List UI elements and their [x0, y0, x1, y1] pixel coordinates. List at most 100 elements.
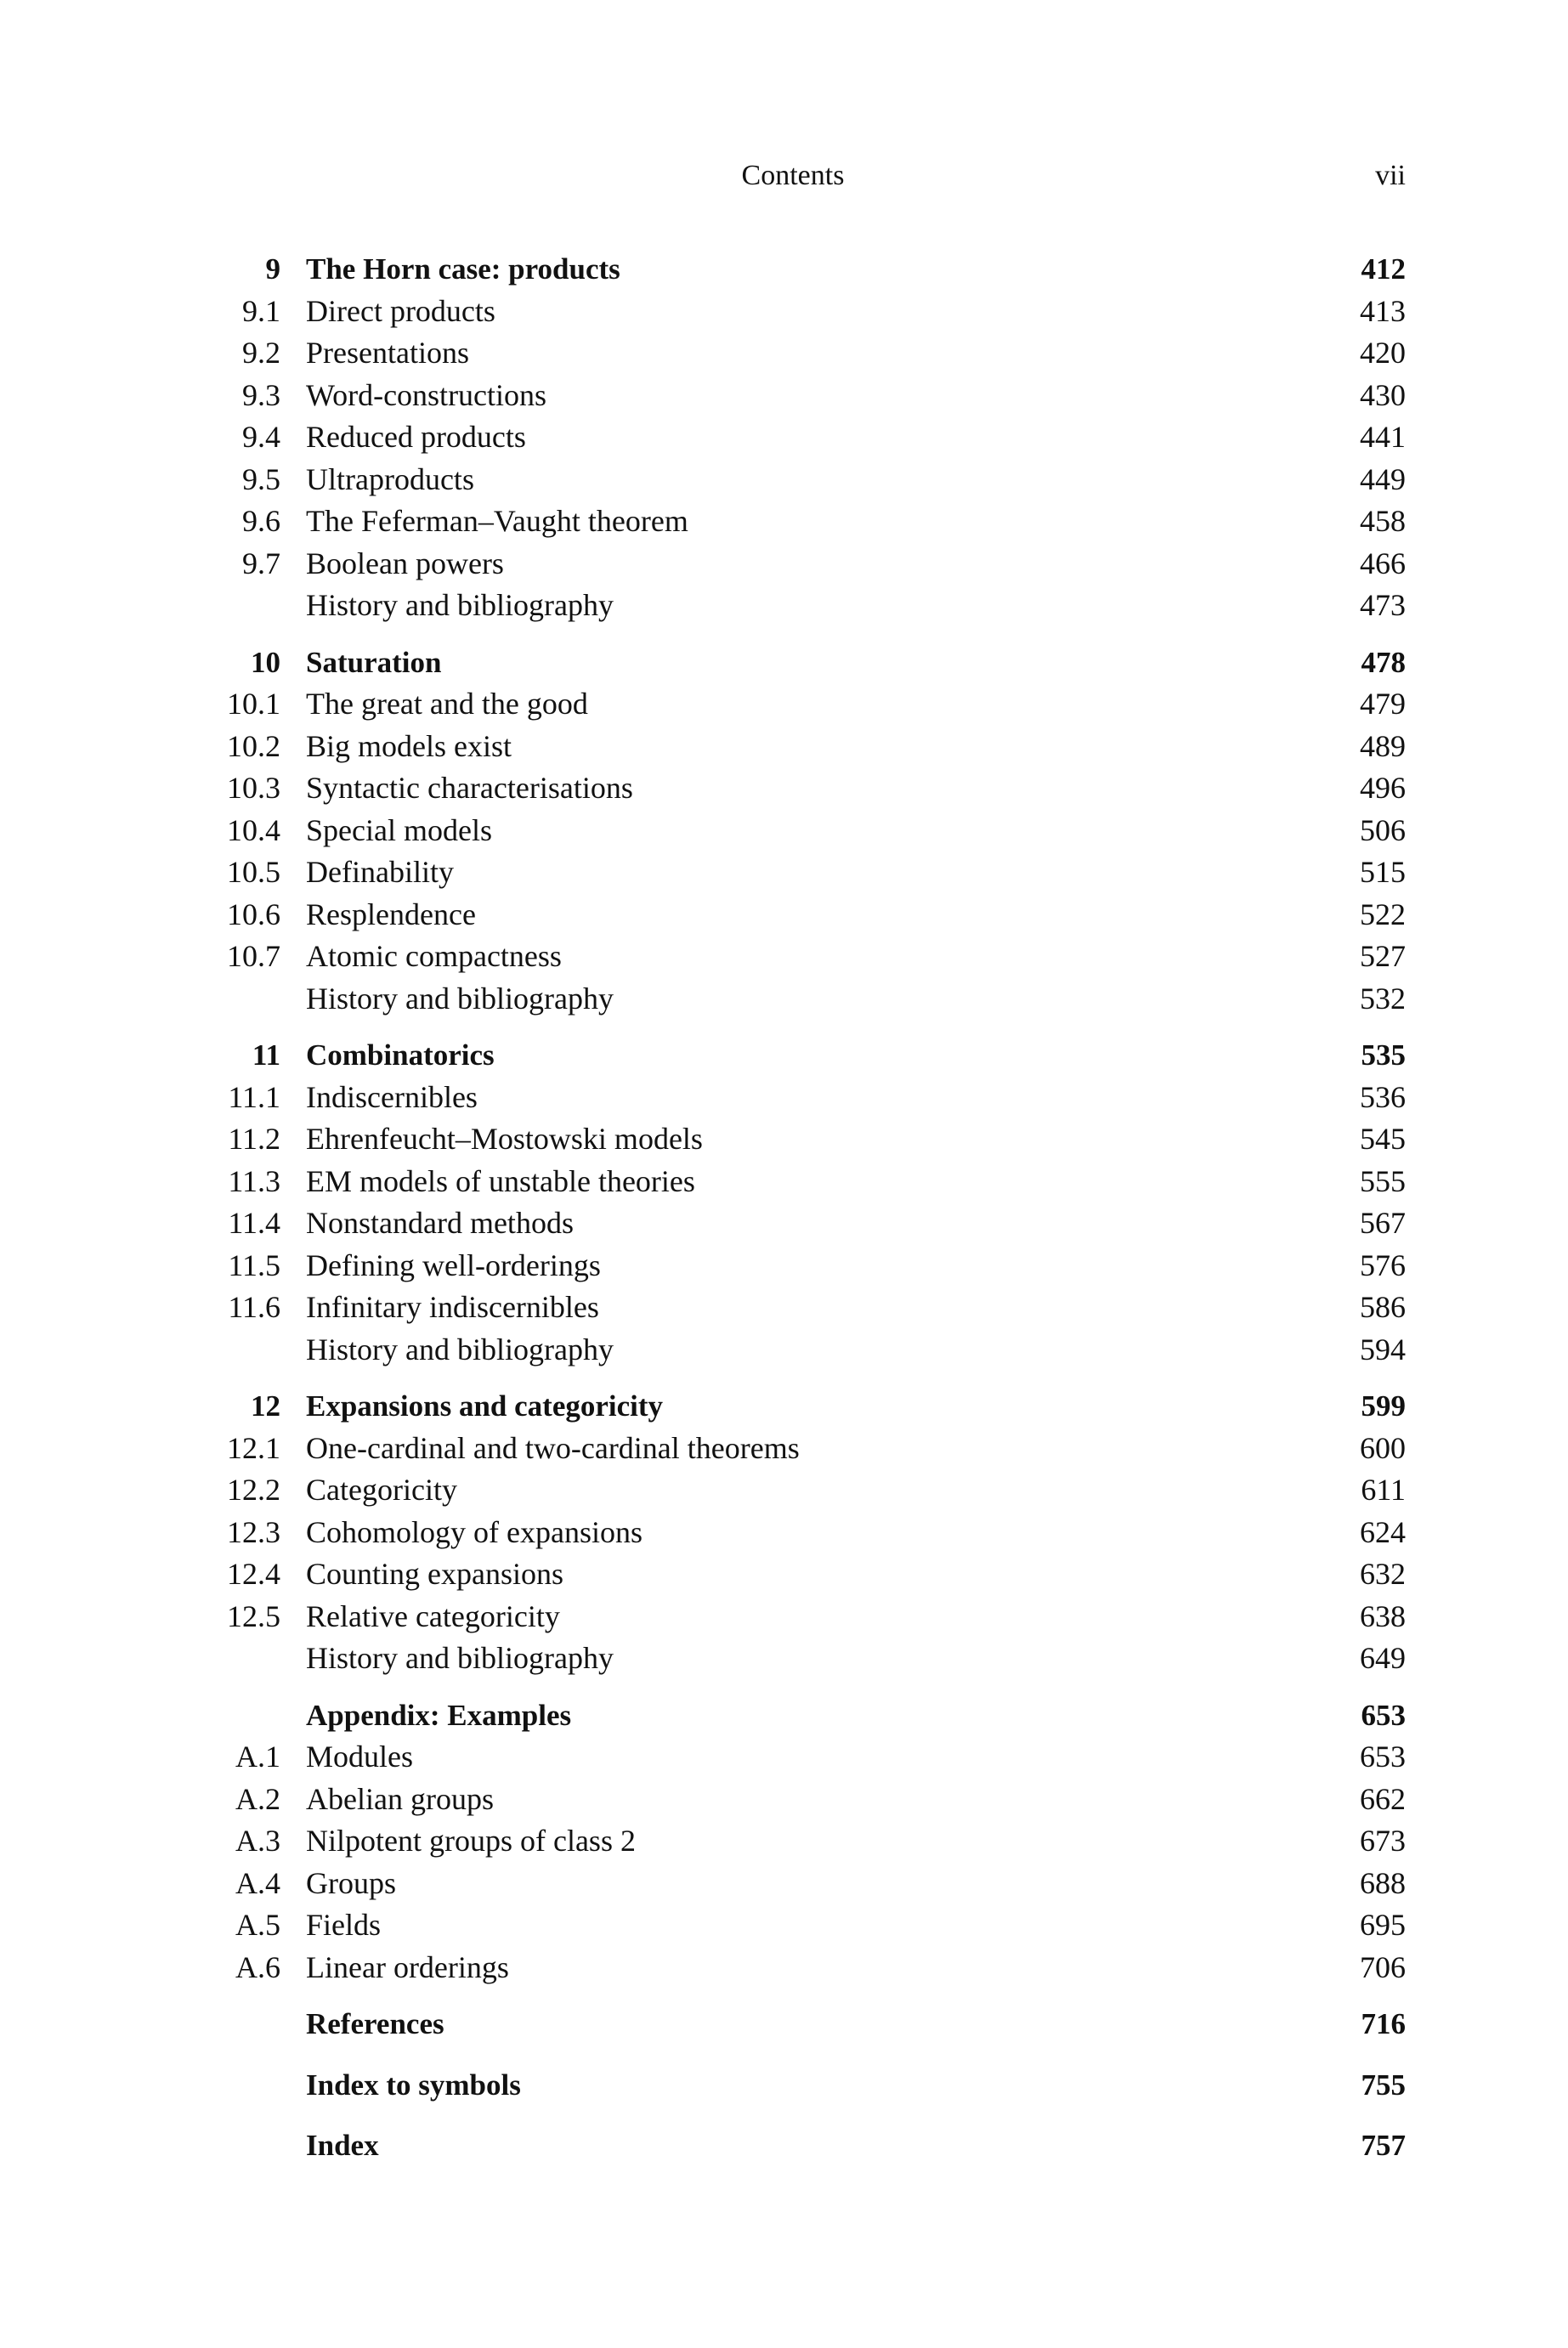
entry-page: 545: [1360, 1122, 1406, 1156]
entry-title: Combinatorics: [306, 1038, 495, 1072]
toc-entry[interactable]: A.3 Nilpotent groups of class 2 673: [0, 1820, 1568, 1863]
entry-title: Index to symbols: [306, 2068, 521, 2102]
toc-chapter-entry[interactable]: Index 757: [0, 2125, 1568, 2167]
toc-entry[interactable]: History and bibliography 532: [0, 978, 1568, 1021]
toc-entry[interactable]: 12.5 Relative categoricity 638: [0, 1596, 1568, 1638]
toc-entry[interactable]: 11.1 Indiscernibles 536: [0, 1077, 1568, 1119]
toc-entry[interactable]: 10.3 Syntactic characterisations 496: [0, 767, 1568, 810]
entry-title: The Feferman–Vaught theorem: [306, 504, 688, 538]
entry-page: 653: [1360, 1740, 1406, 1774]
entry-page: 611: [1361, 1473, 1406, 1507]
toc-entry[interactable]: History and bibliography 594: [0, 1329, 1568, 1372]
toc-chapter-entry[interactable]: 11 Combinatorics 535: [0, 1034, 1568, 1077]
entry-page: 662: [1360, 1781, 1406, 1816]
toc-entry[interactable]: 11.5 Defining well-orderings 576: [0, 1245, 1568, 1287]
entry-number: 12.1: [227, 1430, 280, 1465]
entry-number: A.5: [235, 1908, 280, 1942]
entry-title: Categoricity: [306, 1473, 457, 1507]
toc-entry[interactable]: 11.3 EM models of unstable theories 555: [0, 1161, 1568, 1203]
toc-entry[interactable]: A.5 Fields 695: [0, 1904, 1568, 1947]
toc-entry[interactable]: A.6 Linear orderings 706: [0, 1947, 1568, 1989]
toc-entry[interactable]: 9.6 The Feferman–Vaught theorem 458: [0, 501, 1568, 543]
entry-page: 420: [1360, 336, 1406, 370]
entry-title: EM models of unstable theories: [306, 1163, 695, 1198]
toc-entry[interactable]: 12.3 Cohomology of expansions 624: [0, 1512, 1568, 1554]
entry-title: The Horn case: products: [306, 252, 620, 286]
entry-page: 599: [1361, 1389, 1407, 1423]
entry-page: 757: [1361, 2129, 1407, 2162]
toc-chapter-entry[interactable]: References 716: [0, 2003, 1568, 2045]
entry-number: 11.2: [228, 1122, 280, 1156]
toc-entry[interactable]: 11.6 Infinitary indiscernibles 586: [0, 1287, 1568, 1329]
entry-number: 9.3: [242, 377, 280, 412]
entry-number: 10.4: [227, 812, 280, 847]
toc-chapter-entry[interactable]: 9 The Horn case: products 412: [0, 248, 1568, 291]
toc-section: 10 Saturation 478 10.1 The great and the goo…: [0, 642, 1568, 1021]
entry-number: 12.3: [227, 1514, 280, 1549]
toc-entry[interactable]: 9.2 Presentations 420: [0, 332, 1568, 375]
entry-number: 10.7: [227, 939, 280, 973]
toc-entry[interactable]: History and bibliography 649: [0, 1638, 1568, 1680]
toc-section: 9 The Horn case: products 412 9.1 Direct pro…: [0, 248, 1568, 627]
entry-title: Appendix: Examples: [306, 1698, 572, 1732]
entry-page: 532: [1360, 981, 1406, 1016]
toc-entry[interactable]: 10.1 The great and the good 479: [0, 683, 1568, 726]
entry-number: A.1: [235, 1740, 280, 1774]
toc-entry[interactable]: 12.2 Categoricity 611: [0, 1469, 1568, 1512]
toc-entry[interactable]: 11.4 Nonstandard methods 567: [0, 1202, 1568, 1245]
toc-entry[interactable]: A.4 Groups 688: [0, 1863, 1568, 1905]
entry-page: 632: [1360, 1557, 1406, 1591]
toc-entry[interactable]: 9.3 Word-constructions 430: [0, 375, 1568, 417]
toc-entry[interactable]: 11.2 Ehrenfeucht–Mostowski models 545: [0, 1118, 1568, 1161]
entry-page: 449: [1360, 461, 1406, 496]
entry-title: Infinitary indiscernibles: [306, 1290, 599, 1324]
page-number: vii: [1375, 160, 1406, 191]
entry-page: 594: [1360, 1332, 1406, 1366]
entry-number: 10.6: [227, 897, 280, 931]
entry-title: Counting expansions: [306, 1557, 563, 1591]
entry-page: 653: [1361, 1698, 1407, 1732]
toc-entry[interactable]: 12.1 One-cardinal and two-cardinal theore…: [0, 1428, 1568, 1470]
entry-title: Linear orderings: [306, 1949, 509, 1984]
toc-entry[interactable]: 9.4 Reduced products 441: [0, 416, 1568, 459]
entry-page: 473: [1360, 588, 1406, 622]
entry-title: Special models: [306, 812, 492, 847]
entry-page: 586: [1360, 1290, 1406, 1324]
toc-entry[interactable]: History and bibliography 473: [0, 585, 1568, 627]
toc-entry[interactable]: A.2 Abelian groups 662: [0, 1779, 1568, 1821]
entry-page: 458: [1360, 504, 1406, 538]
toc-entry[interactable]: A.1 Modules 653: [0, 1736, 1568, 1779]
toc-entry[interactable]: 10.7 Atomic compactness 527: [0, 936, 1568, 978]
toc-chapter-entry[interactable]: Index to symbols 755: [0, 2064, 1568, 2107]
entry-page: 479: [1360, 687, 1406, 721]
entry-title: Big models exist: [306, 728, 512, 763]
toc-entry[interactable]: 9.7 Boolean powers 466: [0, 543, 1568, 586]
toc-chapter-entry[interactable]: 10 Saturation 478: [0, 642, 1568, 684]
toc-section: 12 Expansions and categoricity 599 12.1 One-…: [0, 1385, 1568, 1680]
toc-chapter-entry[interactable]: 12 Expansions and categoricity 599: [0, 1385, 1568, 1428]
entry-number: 10.2: [227, 728, 280, 763]
entry-number: A.3: [235, 1824, 280, 1858]
toc-entry[interactable]: 10.6 Resplendence 522: [0, 894, 1568, 936]
entry-title: Defining well-orderings: [306, 1248, 601, 1282]
entry-page: 506: [1360, 812, 1406, 847]
toc-entry[interactable]: 9.5 Ultraproducts 449: [0, 459, 1568, 501]
toc-section: 11 Combinatorics 535 11.1 Indiscernibles 536 1…: [0, 1034, 1568, 1371]
running-title: Contents: [741, 160, 845, 191]
entry-page: 624: [1360, 1514, 1406, 1549]
toc-entry[interactable]: 10.2 Big models exist 489: [0, 726, 1568, 768]
entry-number: 9.5: [242, 461, 280, 496]
entry-number: 9.7: [242, 546, 280, 580]
entry-title: History and bibliography: [306, 1332, 614, 1366]
toc-chapter-entry[interactable]: Appendix: Examples 653: [0, 1695, 1568, 1737]
entry-number: 11.3: [228, 1163, 280, 1198]
toc-entry[interactable]: 12.4 Counting expansions 632: [0, 1553, 1568, 1596]
entry-title: Word-constructions: [306, 377, 547, 412]
toc-entry[interactable]: 10.4 Special models 506: [0, 810, 1568, 852]
entry-page: 755: [1361, 2068, 1407, 2102]
toc-entry[interactable]: 10.5 Definability 515: [0, 852, 1568, 894]
entry-page: 638: [1360, 1598, 1406, 1633]
entry-page: 688: [1360, 1865, 1406, 1900]
entry-title: One-cardinal and two-cardinal theorems: [306, 1430, 800, 1465]
toc-entry[interactable]: 9.1 Direct products 413: [0, 291, 1568, 333]
